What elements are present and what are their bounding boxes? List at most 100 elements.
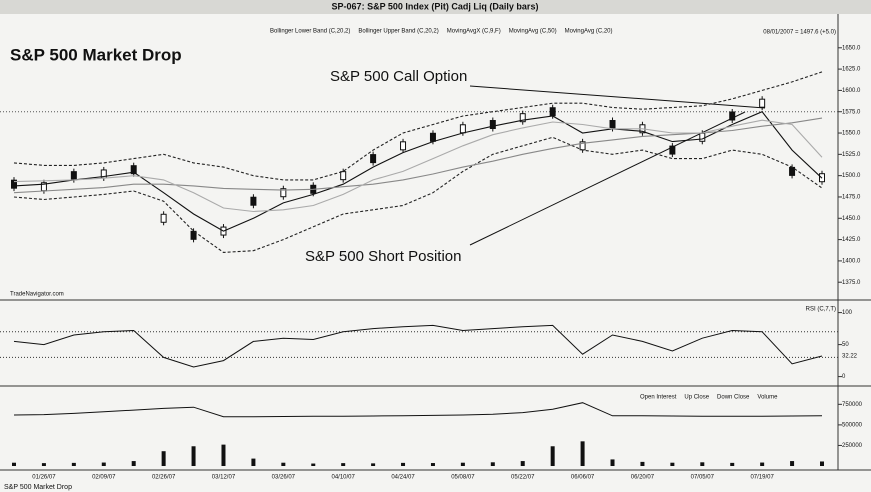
y-tick-label: 0 [842,374,846,380]
candle [250,196,257,206]
y-tick-label: 1650.0 [842,45,861,51]
candle [759,98,766,108]
y-tick-label: 1600.0 [842,88,861,94]
candle [549,107,556,117]
volume-bar [550,446,555,466]
volume-bar [700,462,705,466]
panel-title: RSI (C,7,T) [806,307,836,313]
y-tick-label: 1450.0 [842,216,861,222]
x-tick-label: 05/22/07 [511,475,535,481]
candle [609,120,616,130]
candle [11,179,17,189]
x-tick-label: 06/20/07 [631,475,655,481]
volume-bar [12,462,16,466]
y-tick-label: 750000 [842,402,863,408]
volume-bar [161,451,166,466]
title-bar [0,0,871,14]
series-line [13,71,823,181]
legend-entry: MovingAvg (C,20) [565,29,613,35]
legend-entry: Bollinger Upper Band (C,20,2) [358,29,438,35]
series-line [13,111,823,232]
candle [789,166,796,176]
y-tick-label: 100 [842,310,853,316]
legend-entry: Open Interest [640,395,677,401]
x-tick-label: 01/26/07 [32,475,56,481]
x-tick-label: 03/12/07 [212,475,236,481]
x-tick-label: 03/26/07 [272,475,296,481]
candle [160,213,167,223]
legend-entry: Down Close [717,395,750,401]
candle [669,145,676,155]
volume-bar [371,463,376,466]
candle [519,113,526,123]
volume-bar [101,462,106,466]
volume-bar [730,462,735,466]
candle [699,132,706,142]
open-interest-line [13,402,823,418]
volume-bar [401,462,406,466]
candle [429,132,436,142]
legend-entry: Volume [757,395,778,401]
candle [280,188,287,198]
value-label: 32.22 [842,354,858,360]
candle [459,124,466,134]
x-tick-label: 07/05/07 [691,475,715,481]
volume-bar [820,461,824,466]
x-tick-label: 06/06/07 [571,475,595,481]
y-tick-label: 1425.0 [842,237,861,243]
y-tick-label: 1500.0 [842,173,861,179]
volume-bar [191,446,196,466]
x-tick-label: 05/08/07 [451,475,475,481]
watermark: TradeNavigator.com [10,292,64,298]
volume-bar [640,461,645,466]
annotation-arrow [469,111,746,246]
candle [729,111,736,121]
volume-bar [71,462,76,466]
volume-bar [580,441,585,466]
legend-entry: Bollinger Lower Band (C,20,2) [270,29,350,35]
annotation: S&P 500 Short Position [305,248,462,265]
heading: S&P 500 Market Drop [10,45,182,64]
y-tick-label: 250000 [842,443,863,449]
candle [130,165,137,175]
legend-entry: MovingAvgX (C,9,F) [447,29,501,35]
series-line [13,117,823,194]
volume-bar [460,462,465,466]
x-tick-label: 07/19/07 [750,475,774,481]
y-tick-label: 500000 [842,422,863,428]
candle [489,120,496,130]
volume-bar [131,461,136,466]
volume-bar [311,463,316,466]
window-title: SP-067: S&P 500 Index (Pit) Cadj Liq (Da… [332,1,539,11]
volume-bar [251,458,256,466]
volume-bar [520,461,525,466]
volume-bar [281,462,286,466]
x-tick-label: 04/24/07 [391,475,415,481]
x-tick-label: 02/26/07 [152,475,176,481]
footer: S&P 500 Market Drop [4,484,72,491]
candle [370,154,377,164]
y-tick-label: 1400.0 [842,258,861,264]
annotation: S&P 500 Call Option [330,68,467,85]
last-value: 08/01/2007 = 1497.6 (+5.0) [763,30,836,36]
candle [70,171,77,181]
y-tick-label: 50 [842,342,849,348]
y-tick-label: 1375.0 [842,280,861,286]
candle [340,171,347,181]
volume-bar [610,459,615,466]
series-line [13,136,823,253]
series-line [13,119,823,213]
volume-bar [430,463,435,466]
volume-bar [341,463,346,466]
legend-entry: MovingAvg (C,50) [509,29,557,35]
volume-bar [760,462,765,466]
y-tick-label: 1525.0 [842,152,861,158]
y-tick-label: 1550.0 [842,131,861,137]
x-tick-label: 04/10/07 [332,475,356,481]
y-tick-label: 1475.0 [842,195,861,201]
rsi-line [13,324,823,368]
volume-bar [670,462,675,466]
volume-bar [221,444,226,466]
